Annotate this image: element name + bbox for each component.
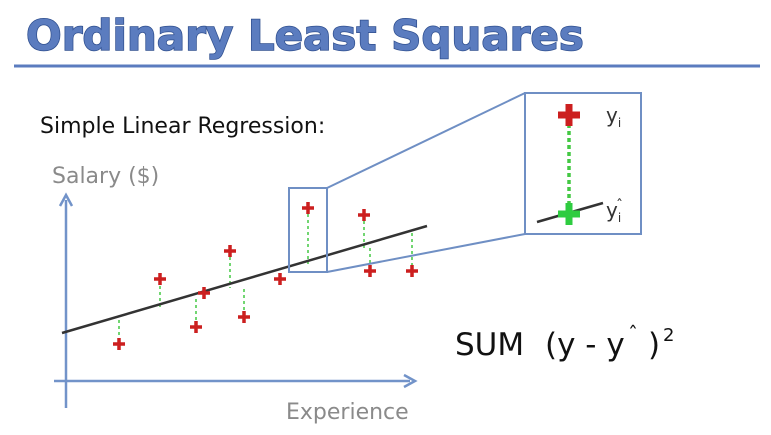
formula-close: ) <box>648 327 660 363</box>
residuals <box>118 208 413 344</box>
observed-point <box>406 265 418 277</box>
observed-point <box>358 209 370 221</box>
observed-point <box>198 287 210 299</box>
x-axis-label: Experience <box>286 400 409 425</box>
zoom-box <box>524 92 642 235</box>
zoom-connector-top <box>326 92 526 189</box>
formula-power: 2 <box>663 325 674 346</box>
observed-point <box>364 265 376 277</box>
highlight-box <box>288 187 328 273</box>
y-axis-arrow <box>58 192 74 207</box>
formula: SUM (y - y ˆ ) 2 <box>455 322 674 363</box>
page-title: Ordinary Least Squares <box>26 11 584 60</box>
zoom-predicted-point <box>558 203 580 225</box>
y-axis-label: Salary ($) <box>52 164 159 189</box>
observed-point <box>154 273 166 285</box>
observed-point <box>113 338 125 350</box>
observed-point <box>190 321 202 333</box>
x-axis-arrow <box>403 373 418 389</box>
predicted-subscript: i <box>618 211 621 225</box>
formula-sum: SUM <box>455 327 524 363</box>
formula-hat: ˆ <box>628 322 638 346</box>
observed-points <box>113 202 418 350</box>
observed-point <box>224 245 236 257</box>
predicted-label: yi <box>606 198 621 225</box>
zoom-connector-bottom <box>326 233 526 273</box>
regression-line <box>61 224 428 335</box>
formula-body: (y - y <box>545 327 625 363</box>
observed-point <box>302 202 314 214</box>
zoom-observed-point <box>558 104 580 126</box>
observed-point <box>238 311 250 323</box>
observed-subscript: i <box>618 116 621 130</box>
observed-point <box>274 273 286 285</box>
subtitle: Simple Linear Regression: <box>40 114 325 139</box>
predicted-hat: ˆ <box>616 198 623 214</box>
observed-label: yi <box>606 103 621 130</box>
